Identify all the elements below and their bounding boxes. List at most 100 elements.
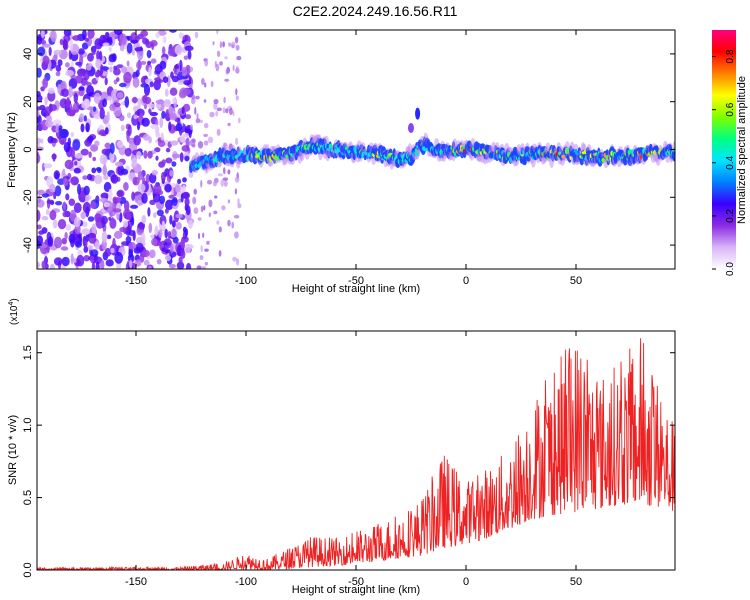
colorbar-tick-label: 0.2 xyxy=(725,209,736,223)
noise-blob xyxy=(150,58,157,64)
noise-blob xyxy=(102,164,107,177)
noise-blob xyxy=(81,221,88,228)
noise-blob xyxy=(62,168,66,178)
heatmap-x-tick-label: -50 xyxy=(348,275,364,287)
noise-blob xyxy=(200,205,204,213)
noise-blob xyxy=(213,98,219,105)
noise-blob xyxy=(204,58,209,67)
noise-blob xyxy=(201,266,207,269)
noise-blob xyxy=(231,44,235,49)
noise-blob xyxy=(94,174,103,185)
noise-blob xyxy=(112,196,118,204)
noise-blob xyxy=(187,50,192,60)
noise-blob xyxy=(236,258,240,266)
noise-blob xyxy=(169,87,178,96)
noise-blob xyxy=(182,184,186,194)
noise-blob xyxy=(125,236,132,243)
noise-blob xyxy=(171,220,176,228)
noise-blob xyxy=(62,211,68,218)
noise-blob xyxy=(102,98,107,108)
noise-blob xyxy=(70,146,76,159)
noise-blob xyxy=(178,256,183,264)
noise-blob xyxy=(183,80,192,86)
noise-blob xyxy=(117,140,124,149)
noise-blob xyxy=(94,213,102,223)
noise-blob xyxy=(47,87,55,94)
noise-blob xyxy=(75,240,82,248)
noise-blob xyxy=(208,199,213,208)
noise-blob xyxy=(232,64,235,72)
heatmap-x-tick-label: -150 xyxy=(125,275,147,287)
noise-blob xyxy=(189,66,194,73)
noise-blob xyxy=(120,168,129,175)
noise-blob xyxy=(179,135,186,143)
noise-blob xyxy=(42,77,48,89)
snr-x-tick-label: -100 xyxy=(235,576,257,588)
noise-blob xyxy=(142,176,146,185)
noise-blob xyxy=(178,71,183,78)
noise-blob xyxy=(84,240,88,248)
noise-blob xyxy=(92,156,96,162)
noise-blob xyxy=(154,147,161,153)
noise-blob xyxy=(222,177,229,181)
noise-blob xyxy=(237,198,240,205)
noise-blob xyxy=(149,111,158,117)
noise-blob xyxy=(168,263,176,269)
noise-blob xyxy=(109,103,116,111)
noise-blob xyxy=(121,66,128,74)
noise-blob xyxy=(131,49,135,56)
noise-blob xyxy=(61,256,70,267)
noise-blob xyxy=(78,86,85,91)
noise-blob xyxy=(181,106,185,114)
noise-blob xyxy=(126,42,133,54)
noise-blob xyxy=(224,56,228,60)
noise-blob xyxy=(59,128,68,139)
heatmap-panel: -150 -100 -50 0 50 -40 -20 0 20 40 Height of str… xyxy=(6,29,676,295)
noise-blob xyxy=(106,36,113,43)
heatmap-y-tick-label: 40 xyxy=(22,48,34,60)
noise-blob xyxy=(99,197,108,203)
noise-blob xyxy=(87,216,95,222)
noise-blob xyxy=(203,99,207,103)
noise-blob xyxy=(214,195,218,199)
noise-blob xyxy=(110,247,115,254)
noise-blob xyxy=(149,249,156,259)
noise-blob xyxy=(53,170,60,180)
ridge-halo xyxy=(573,143,579,151)
noise-blob xyxy=(167,48,175,57)
noise-blob xyxy=(171,228,177,238)
noise-blob xyxy=(114,230,123,239)
noise-blob xyxy=(159,60,167,70)
noise-blob xyxy=(218,250,222,257)
noise-blob xyxy=(171,161,177,167)
noise-blob xyxy=(122,220,129,228)
noise-blob xyxy=(83,185,90,196)
noise-blob xyxy=(131,97,138,104)
noise-blob xyxy=(82,30,87,40)
noise-blob xyxy=(108,54,116,63)
noise-blob xyxy=(159,117,164,128)
noise-blob xyxy=(147,207,151,217)
noise-blob xyxy=(233,214,240,219)
noise-blob xyxy=(44,263,49,269)
heatmap-y-tick-label: 0 xyxy=(22,146,34,152)
noise-blob xyxy=(165,254,172,262)
noise-blob xyxy=(99,107,105,120)
snr-x-label: Height of straight line (km) xyxy=(292,584,420,596)
noise-blob xyxy=(197,217,202,221)
noise-blob xyxy=(224,78,230,82)
noise-blob xyxy=(57,84,62,94)
noise-blob xyxy=(79,113,85,123)
noise-blob xyxy=(74,161,78,166)
noise-blob xyxy=(175,213,183,219)
noise-blob xyxy=(146,50,152,59)
noise-blob xyxy=(203,123,209,129)
noise-blob xyxy=(171,75,179,83)
noise-blob xyxy=(74,153,83,159)
heatmap-y-tick-label: -40 xyxy=(22,237,34,253)
ridge-halo xyxy=(514,158,519,166)
noise-blob xyxy=(37,261,40,269)
figure-title: C2E2.2024.249.16.56.R11 xyxy=(293,3,458,19)
noise-blob xyxy=(169,30,177,33)
noise-blob xyxy=(72,139,81,151)
